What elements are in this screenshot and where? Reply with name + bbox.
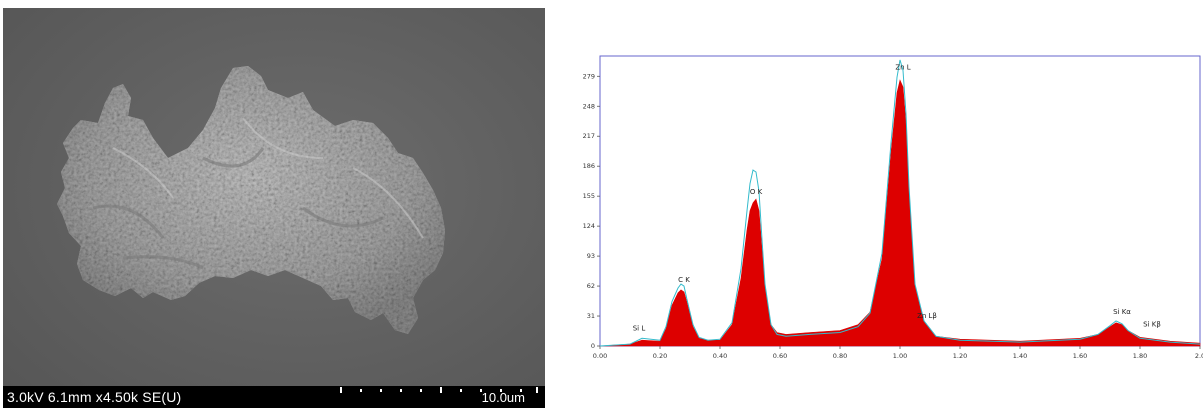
x-tick-label: 0.20 <box>653 352 667 360</box>
y-tick-label: 186 <box>583 162 595 170</box>
y-tick-label: 124 <box>583 222 595 230</box>
x-tick-label: 0.40 <box>713 352 727 360</box>
y-axis-ticks: 0 31 62 93 124 155 186 217 248 279 <box>583 72 600 350</box>
y-tick-label: 93 <box>587 252 595 260</box>
eds-spectrum-chart: 0 31 62 93 124 155 186 217 248 279 0.00 0.20 0.40 0.… <box>578 52 1203 374</box>
x-tick-label: 1.60 <box>1073 352 1087 360</box>
x-axis-ticks: 0.00 0.20 0.40 0.60 0.80 1.00 1.20 1.40 1.60 1.80… <box>593 346 1203 360</box>
x-tick-label: 1.40 <box>1013 352 1027 360</box>
y-tick-label: 31 <box>587 312 595 320</box>
x-tick-label: 1.20 <box>953 352 967 360</box>
peak-label: Si Kβ <box>1143 321 1161 329</box>
sem-parameters: 3.0kV 6.1mm x4.50k SE(U) <box>7 389 182 405</box>
x-tick-label: 2.0 <box>1195 352 1203 360</box>
spectrum-counts-area <box>599 79 1201 347</box>
scale-bar <box>340 387 538 393</box>
x-tick-label: 0.00 <box>593 352 607 360</box>
peak-label: Si Kα <box>1113 308 1131 316</box>
y-tick-label: 248 <box>583 102 595 110</box>
scale-bar-label: 10.0um <box>481 390 525 405</box>
peak-label: C K <box>678 276 690 284</box>
x-tick-label: 1.80 <box>1133 352 1147 360</box>
x-tick-label: 0.80 <box>833 352 847 360</box>
y-tick-label: 0 <box>591 342 595 350</box>
y-tick-label: 62 <box>587 282 595 290</box>
peak-label: Zn Lβ <box>917 312 937 320</box>
spectrum-series <box>599 59 1201 347</box>
sem-info-bar: 3.0kV 6.1mm x4.50k SE(U) 10.0um <box>3 386 545 408</box>
y-tick-label: 217 <box>583 132 595 140</box>
particle-cluster-image <box>57 66 445 334</box>
y-tick-label: 155 <box>583 192 595 200</box>
peak-label: Si L <box>633 324 646 332</box>
peak-labels: Si L C K O K Zn L Zn Lβ Si Kα Si Kβ <box>633 63 1161 332</box>
peak-label: Zn L <box>895 63 910 71</box>
y-tick-label: 279 <box>583 72 595 80</box>
x-tick-label: 0.60 <box>773 352 787 360</box>
spectrum-fit-line <box>599 59 1201 347</box>
x-tick-label: 1.00 <box>893 352 907 360</box>
sem-micrograph: 3.0kV 6.1mm x4.50k SE(U) 10.0um <box>3 8 545 408</box>
peak-label: O K <box>750 188 763 196</box>
